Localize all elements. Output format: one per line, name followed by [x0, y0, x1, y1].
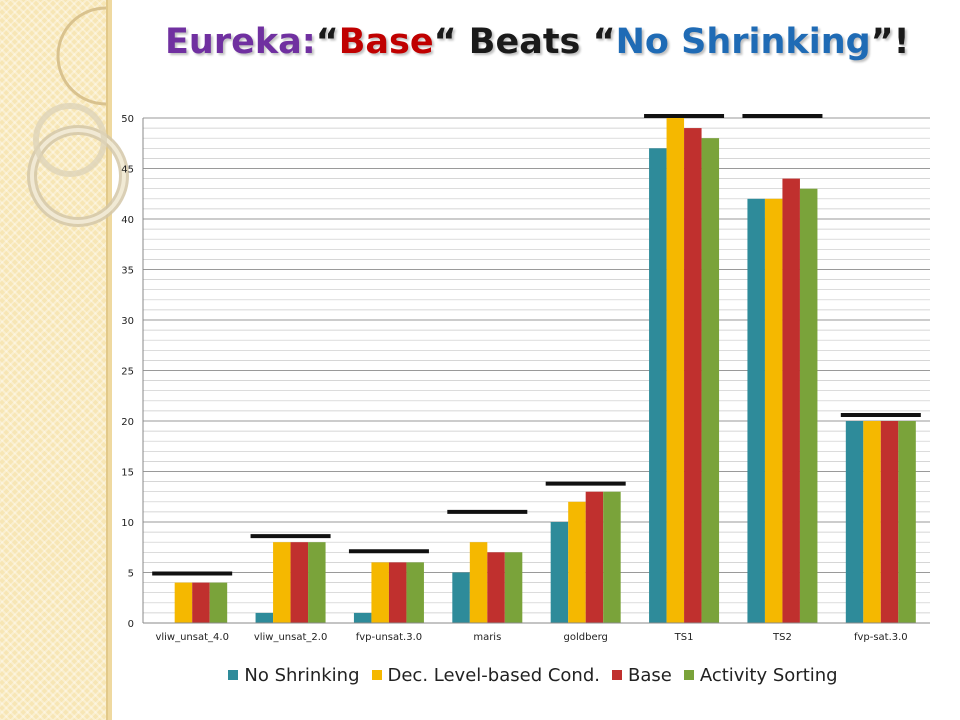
bar-activity-sorting — [799, 188, 818, 623]
title-no-shrinking: No Shrinking — [615, 22, 871, 62]
bar-dec-level-based-cond- — [568, 501, 586, 623]
ring-arc-top — [56, 6, 107, 106]
bar-base — [585, 491, 604, 623]
bar-base — [782, 178, 800, 623]
side-strip-edge — [108, 0, 112, 720]
y-tick-label: 10 — [121, 518, 134, 529]
y-tick-label: 25 — [121, 367, 134, 378]
bar-no-shrinking — [452, 572, 470, 623]
bar-no-shrinking — [255, 612, 274, 623]
legend-label: Base — [627, 664, 672, 686]
legend-item: Activity Sorting — [683, 664, 838, 686]
y-tick-label: 35 — [121, 266, 134, 277]
title-base: Base — [338, 22, 434, 62]
bar-dec-level-based-cond- — [371, 562, 389, 623]
title-beats: “ Beats “ — [433, 22, 616, 62]
bar-no-shrinking — [353, 612, 372, 623]
y-tick-label: 50 — [121, 114, 134, 125]
x-tick-label: fvp-unsat.3.0 — [356, 632, 422, 643]
bar-no-shrinking — [550, 522, 569, 623]
bar-base — [290, 542, 309, 623]
slide-title: Eureka:“Base“ Beats “No Shrinking”! — [165, 22, 945, 62]
legend-swatch — [683, 670, 694, 680]
x-tick-label: vliw_unsat_2.0 — [254, 632, 328, 643]
y-tick-label: 5 — [128, 569, 134, 580]
bar-no-shrinking — [747, 198, 765, 624]
decorative-side-strip — [0, 0, 112, 720]
legend-item: Dec. Level-based Cond. — [371, 664, 600, 686]
bar-dec-level-based-cond- — [666, 118, 685, 623]
y-tick-label: 45 — [121, 165, 134, 176]
legend-label: No Shrinking — [244, 664, 360, 686]
y-tick-label: 20 — [121, 417, 134, 428]
ring-small — [33, 103, 107, 177]
x-tick-label: fvp-sat.3.0 — [854, 632, 908, 643]
title-close: ”! — [870, 22, 910, 62]
chart-legend: No Shrinking Dec. Level-based Cond. Base Ac… — [0, 658, 960, 692]
title-eureka: Eureka: — [165, 22, 316, 62]
y-tick-label: 0 — [128, 619, 134, 630]
x-tick-label: maris — [473, 632, 501, 643]
bar-base — [684, 128, 702, 623]
x-tick-label: TS2 — [772, 632, 792, 643]
x-tick-label: goldberg — [564, 632, 608, 643]
bar-dec-level-based-cond- — [863, 421, 881, 623]
bar-no-shrinking — [845, 421, 864, 623]
bar-base — [880, 421, 899, 623]
y-tick-label: 40 — [121, 215, 134, 226]
legend-swatch — [228, 670, 239, 680]
legend-label: Activity Sorting — [699, 664, 838, 686]
bar-no-shrinking — [649, 148, 667, 624]
y-tick-label: 15 — [121, 468, 134, 479]
bar-dec-level-based-cond- — [273, 542, 291, 623]
legend-item: No Shrinking — [228, 664, 360, 686]
bar-base — [388, 562, 407, 623]
legend-item: Base — [611, 664, 672, 686]
bar-activity-sorting — [308, 542, 326, 623]
bar-dec-level-based-cond- — [764, 198, 783, 624]
bar-base — [192, 582, 210, 623]
bar-activity-sorting — [209, 582, 228, 623]
title-open-quote: “ — [315, 22, 339, 62]
bar-dec-level-based-cond- — [174, 582, 193, 623]
x-tick-label: vliw_unsat_4.0 — [155, 632, 229, 643]
legend-label: Dec. Level-based Cond. — [387, 664, 600, 686]
x-tick-label: TS1 — [674, 632, 694, 643]
bar-base — [487, 552, 505, 623]
legend-swatch — [611, 670, 622, 680]
ring-large-highlight — [30, 128, 126, 224]
decorative-rings — [27, 6, 129, 227]
bar-activity-sorting — [603, 491, 621, 623]
bar-activity-sorting — [701, 138, 720, 623]
y-tick-label: 30 — [121, 316, 134, 327]
bar-activity-sorting — [406, 562, 424, 623]
bar-activity-sorting — [898, 421, 916, 623]
bar-dec-level-based-cond- — [469, 542, 488, 623]
bar-activity-sorting — [504, 552, 523, 623]
bar-chart: 0 5 10 15 20 25 30 35 40 45 50 vliw_unsat_4.0 vliw_u… — [121, 113, 930, 643]
legend-swatch — [371, 670, 382, 680]
